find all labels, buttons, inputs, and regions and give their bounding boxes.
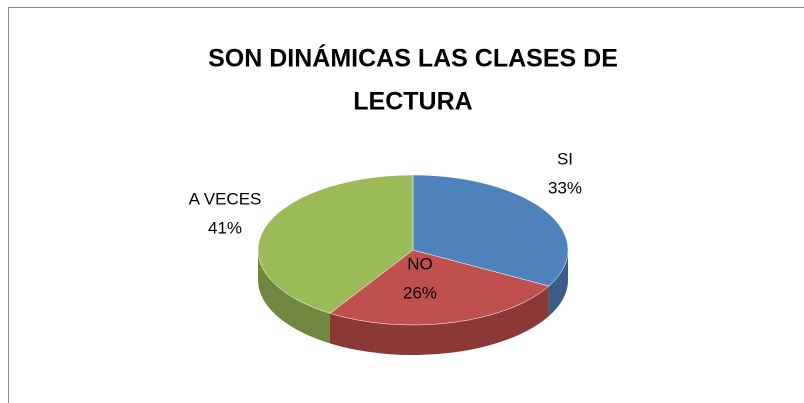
pie-slice — [257, 174, 414, 314]
chart-title: SON DINÁMICAS LAS CLASES DE — [208, 44, 618, 73]
slice-value-label: 33% — [548, 178, 582, 197]
side-shade — [258, 250, 330, 344]
side-shade — [329, 286, 549, 355]
pie-slice-side — [548, 250, 568, 317]
chart-title: LECTURA — [353, 88, 472, 116]
pie-slice-side — [258, 250, 330, 344]
slice-label: SI — [557, 149, 573, 168]
slice-label: NO — [407, 254, 433, 273]
slice-value-label: 26% — [403, 283, 437, 302]
side-shade — [548, 250, 568, 317]
pie-slice-side — [329, 286, 549, 355]
pie-slice — [329, 249, 550, 326]
slice-value-label: 41% — [208, 218, 242, 237]
pie-slice — [412, 174, 569, 287]
slice-label: A VECES — [189, 189, 262, 208]
